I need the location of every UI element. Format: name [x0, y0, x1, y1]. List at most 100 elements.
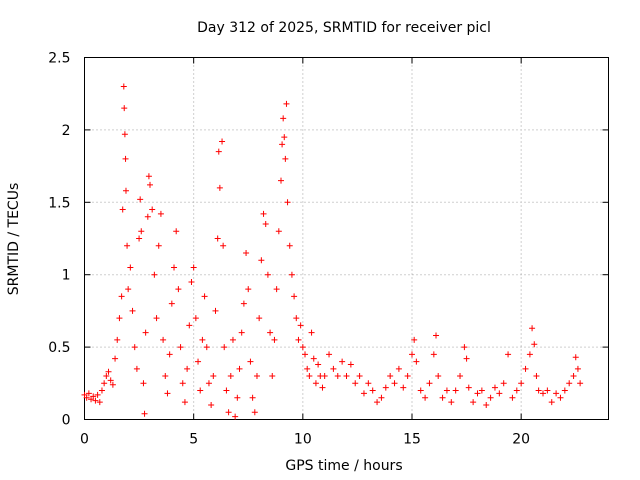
data-point [157, 210, 164, 217]
data-point [470, 399, 477, 406]
data-point [378, 394, 385, 401]
data-point [190, 264, 197, 271]
data-point [487, 394, 494, 401]
data-point [411, 336, 418, 343]
y-tick-label: 2 [62, 123, 71, 139]
data-point [572, 354, 579, 361]
data-point [526, 351, 533, 358]
data-point [491, 384, 498, 391]
data-point [229, 336, 236, 343]
data-point [94, 391, 101, 398]
data-point [262, 221, 269, 228]
data-point [249, 394, 256, 401]
y-tick-label: 0.5 [48, 340, 70, 356]
data-point [121, 105, 128, 112]
data-point [122, 187, 129, 194]
data-point [215, 148, 222, 155]
data-point [483, 402, 490, 409]
data-point [173, 228, 180, 235]
data-point [124, 242, 131, 249]
data-point [120, 83, 127, 90]
data-point [544, 387, 551, 394]
data-point [105, 368, 112, 375]
x-tick-label: 5 [189, 432, 198, 448]
data-point [238, 329, 245, 336]
data-point [535, 387, 542, 394]
data-point [107, 377, 114, 384]
data-point [220, 242, 227, 249]
data-point [119, 206, 126, 213]
data-point [116, 315, 123, 322]
data-point [435, 373, 442, 380]
data-point [98, 387, 105, 394]
y-axis-label: SRMTID / TECUs [6, 183, 22, 296]
data-point [574, 365, 581, 372]
data-point [566, 380, 573, 387]
data-point [273, 286, 280, 293]
data-point [365, 380, 372, 387]
data-point [141, 410, 148, 417]
data-point [295, 336, 302, 343]
data-point [282, 155, 289, 162]
data-point [168, 300, 175, 307]
data-point [347, 361, 354, 368]
data-point [465, 384, 472, 391]
data-point [356, 373, 363, 380]
data-point [271, 336, 278, 343]
data-point [133, 365, 140, 372]
data-point [308, 329, 315, 336]
data-point [151, 271, 158, 278]
data-point [284, 199, 291, 206]
data-point [138, 228, 145, 235]
data-point [387, 373, 394, 380]
data-point [409, 351, 415, 358]
data-point [147, 181, 153, 188]
data-point [144, 213, 151, 220]
data-point [179, 380, 186, 387]
data-point [457, 373, 464, 380]
data-point [186, 322, 193, 329]
data-point [214, 235, 221, 242]
data-point [129, 307, 136, 314]
data-point [382, 384, 389, 391]
data-point [101, 380, 108, 387]
data-point [166, 351, 173, 358]
data-point [149, 206, 156, 213]
data-point [260, 210, 267, 217]
x-axis-label: GPS time / hours [285, 458, 402, 474]
data-point [315, 361, 322, 368]
data-point [258, 257, 265, 264]
data-point [85, 390, 92, 397]
y-tick-label: 0 [62, 413, 71, 429]
data-point [175, 286, 182, 293]
data-point [253, 373, 260, 380]
data-point [275, 228, 282, 235]
data-point [299, 344, 306, 351]
data-point [219, 138, 226, 145]
data-point [90, 393, 97, 400]
data-point [522, 365, 529, 372]
data-point [509, 394, 516, 401]
data-point [256, 315, 263, 322]
data-point [92, 397, 99, 404]
data-point [264, 271, 271, 278]
data-point [225, 409, 232, 416]
data-point [251, 409, 258, 416]
data-point [245, 286, 252, 293]
data-point [203, 344, 210, 351]
data-point [131, 344, 138, 351]
data-point [153, 315, 160, 322]
data-point [422, 394, 429, 401]
data-point [439, 394, 446, 401]
data-point [184, 365, 191, 372]
data-point [243, 249, 250, 256]
data-point [518, 380, 525, 387]
data-point [232, 413, 239, 420]
data-point [343, 373, 350, 380]
data-point [505, 351, 512, 358]
data-point [197, 387, 204, 394]
data-point [374, 399, 381, 406]
x-tick-label: 15 [403, 432, 421, 448]
data-point [212, 307, 219, 314]
data-point [513, 387, 520, 394]
